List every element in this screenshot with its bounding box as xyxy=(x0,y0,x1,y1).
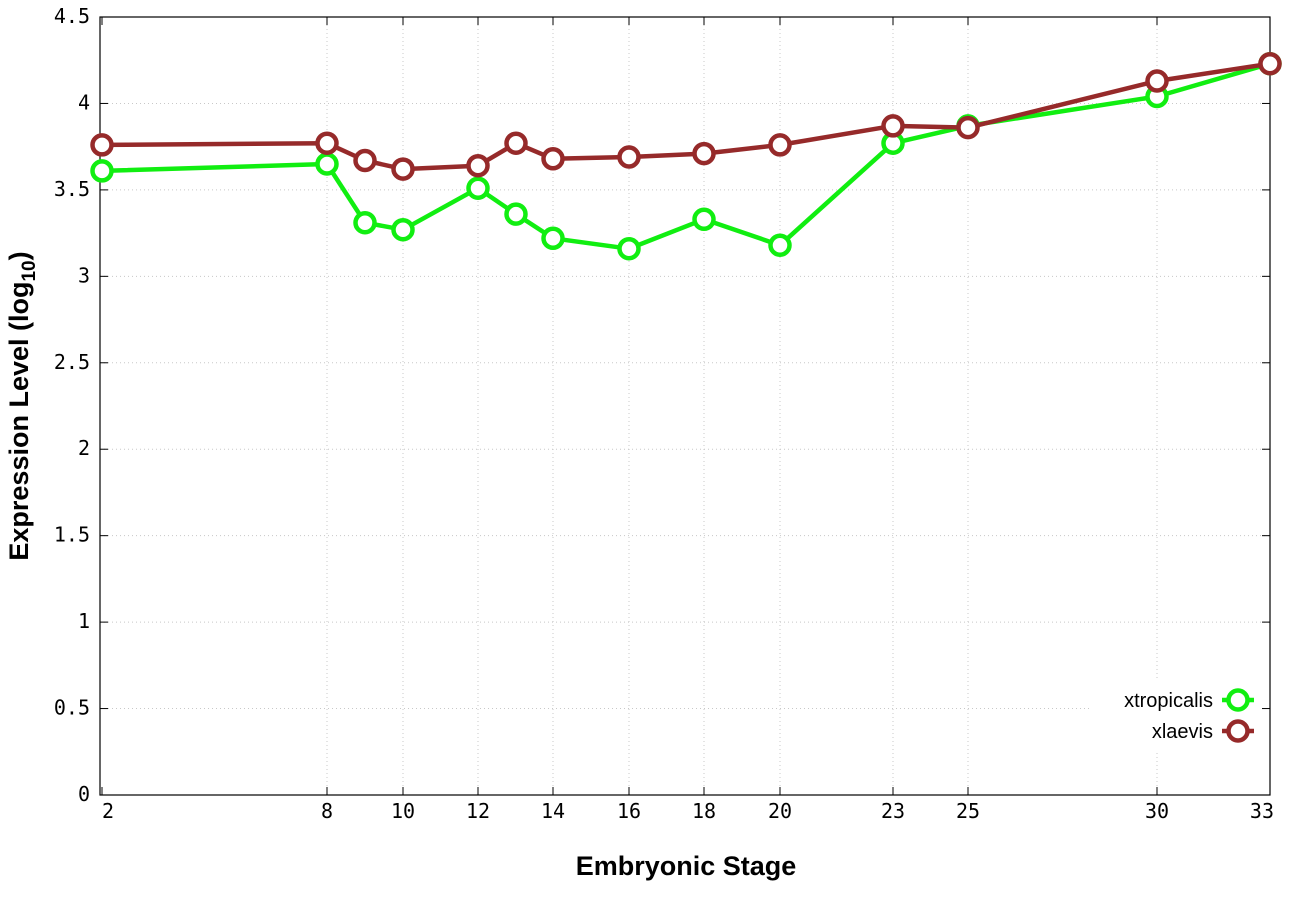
legend: xtropicalis xlaevis xyxy=(1092,680,1262,750)
data-point-xlaevis xyxy=(1145,69,1169,93)
data-point-xtropicalis xyxy=(768,233,792,257)
y-tick-label: 3 xyxy=(78,263,90,287)
legend-entry-xtropicalis: xtropicalis xyxy=(1124,688,1254,712)
y-tick-label: 1 xyxy=(78,609,90,633)
legend-marker-xlaevis xyxy=(1226,719,1250,743)
x-tick-label: 30 xyxy=(1145,799,1169,823)
x-tick-label: 18 xyxy=(692,799,716,823)
x-tick-label: 16 xyxy=(617,799,641,823)
data-point-xlaevis xyxy=(391,157,415,181)
series-layer xyxy=(90,51,1282,261)
data-point-xtropicalis xyxy=(466,176,490,200)
x-tick-label: 14 xyxy=(541,799,565,823)
data-point-xtropicalis xyxy=(90,159,114,183)
legend-label-xlaevis: xlaevis xyxy=(1152,721,1213,743)
data-point-xlaevis xyxy=(1258,51,1282,76)
data-point-xtropicalis xyxy=(541,226,565,251)
y-tick-label: 2.5 xyxy=(54,350,90,374)
series-line-xlaevis xyxy=(101,61,1271,172)
data-point-xlaevis xyxy=(956,115,980,140)
x-tick-label: 10 xyxy=(391,799,415,823)
x-tick-label: 25 xyxy=(956,799,980,823)
y-axis-title: Expression Level (log10) xyxy=(4,251,40,560)
x-tick-label: 20 xyxy=(768,799,792,823)
data-point-xtropicalis xyxy=(315,152,339,176)
data-point-xtropicalis xyxy=(353,210,377,235)
y-tick-label: 2 xyxy=(78,436,90,460)
y-tick-label: 1.5 xyxy=(54,523,90,547)
y-tick-label: 3.5 xyxy=(54,177,90,201)
data-point-xlaevis xyxy=(881,114,905,138)
x-axis-title: Embryonic Stage xyxy=(576,851,797,881)
data-point-xlaevis xyxy=(90,133,114,157)
legend-entry-xlaevis: xlaevis xyxy=(1152,719,1254,743)
data-point-xlaevis xyxy=(504,131,528,155)
x-tick-label: 12 xyxy=(466,799,490,823)
y-tick-label: 0.5 xyxy=(54,696,90,720)
data-point-xlaevis xyxy=(315,131,339,155)
axis-ticks: 0 0.5 1 1.5 2 2.5 3 3.5 4 4.5 2 8 10 12 14 16 18 20 23 25 30… xyxy=(54,4,1274,823)
x-tick-label: 33 xyxy=(1250,799,1274,823)
x-tick-label: 8 xyxy=(321,799,333,823)
y-axis-title-main: Expression Level (log xyxy=(4,282,34,561)
data-point-xlaevis xyxy=(768,133,792,157)
series-xlaevis xyxy=(90,51,1282,181)
plot-frame xyxy=(99,16,1271,796)
y-tick-label: 4 xyxy=(78,90,90,114)
y-axis-title-subscript: 10 xyxy=(19,260,40,281)
data-point-xlaevis xyxy=(541,147,565,171)
data-point-xlaevis xyxy=(617,145,641,169)
x-tick-label: 2 xyxy=(102,799,114,823)
x-tick-label: 23 xyxy=(881,799,905,823)
data-point-xlaevis xyxy=(692,141,716,166)
data-point-xlaevis xyxy=(353,148,377,173)
y-axis-title-close: ) xyxy=(4,251,34,260)
legend-marker-xtropicalis xyxy=(1226,688,1250,712)
data-point-xtropicalis xyxy=(692,207,716,232)
grid-lines xyxy=(100,17,1270,795)
y-tick-label: 4.5 xyxy=(54,4,90,28)
data-point-xtropicalis xyxy=(504,202,528,226)
data-point-xtropicalis xyxy=(391,217,415,242)
data-point-xtropicalis xyxy=(617,236,641,261)
data-point-xlaevis xyxy=(466,153,490,178)
y-tick-label: 0 xyxy=(78,782,90,806)
legend-label-xtropicalis: xtropicalis xyxy=(1124,690,1213,712)
